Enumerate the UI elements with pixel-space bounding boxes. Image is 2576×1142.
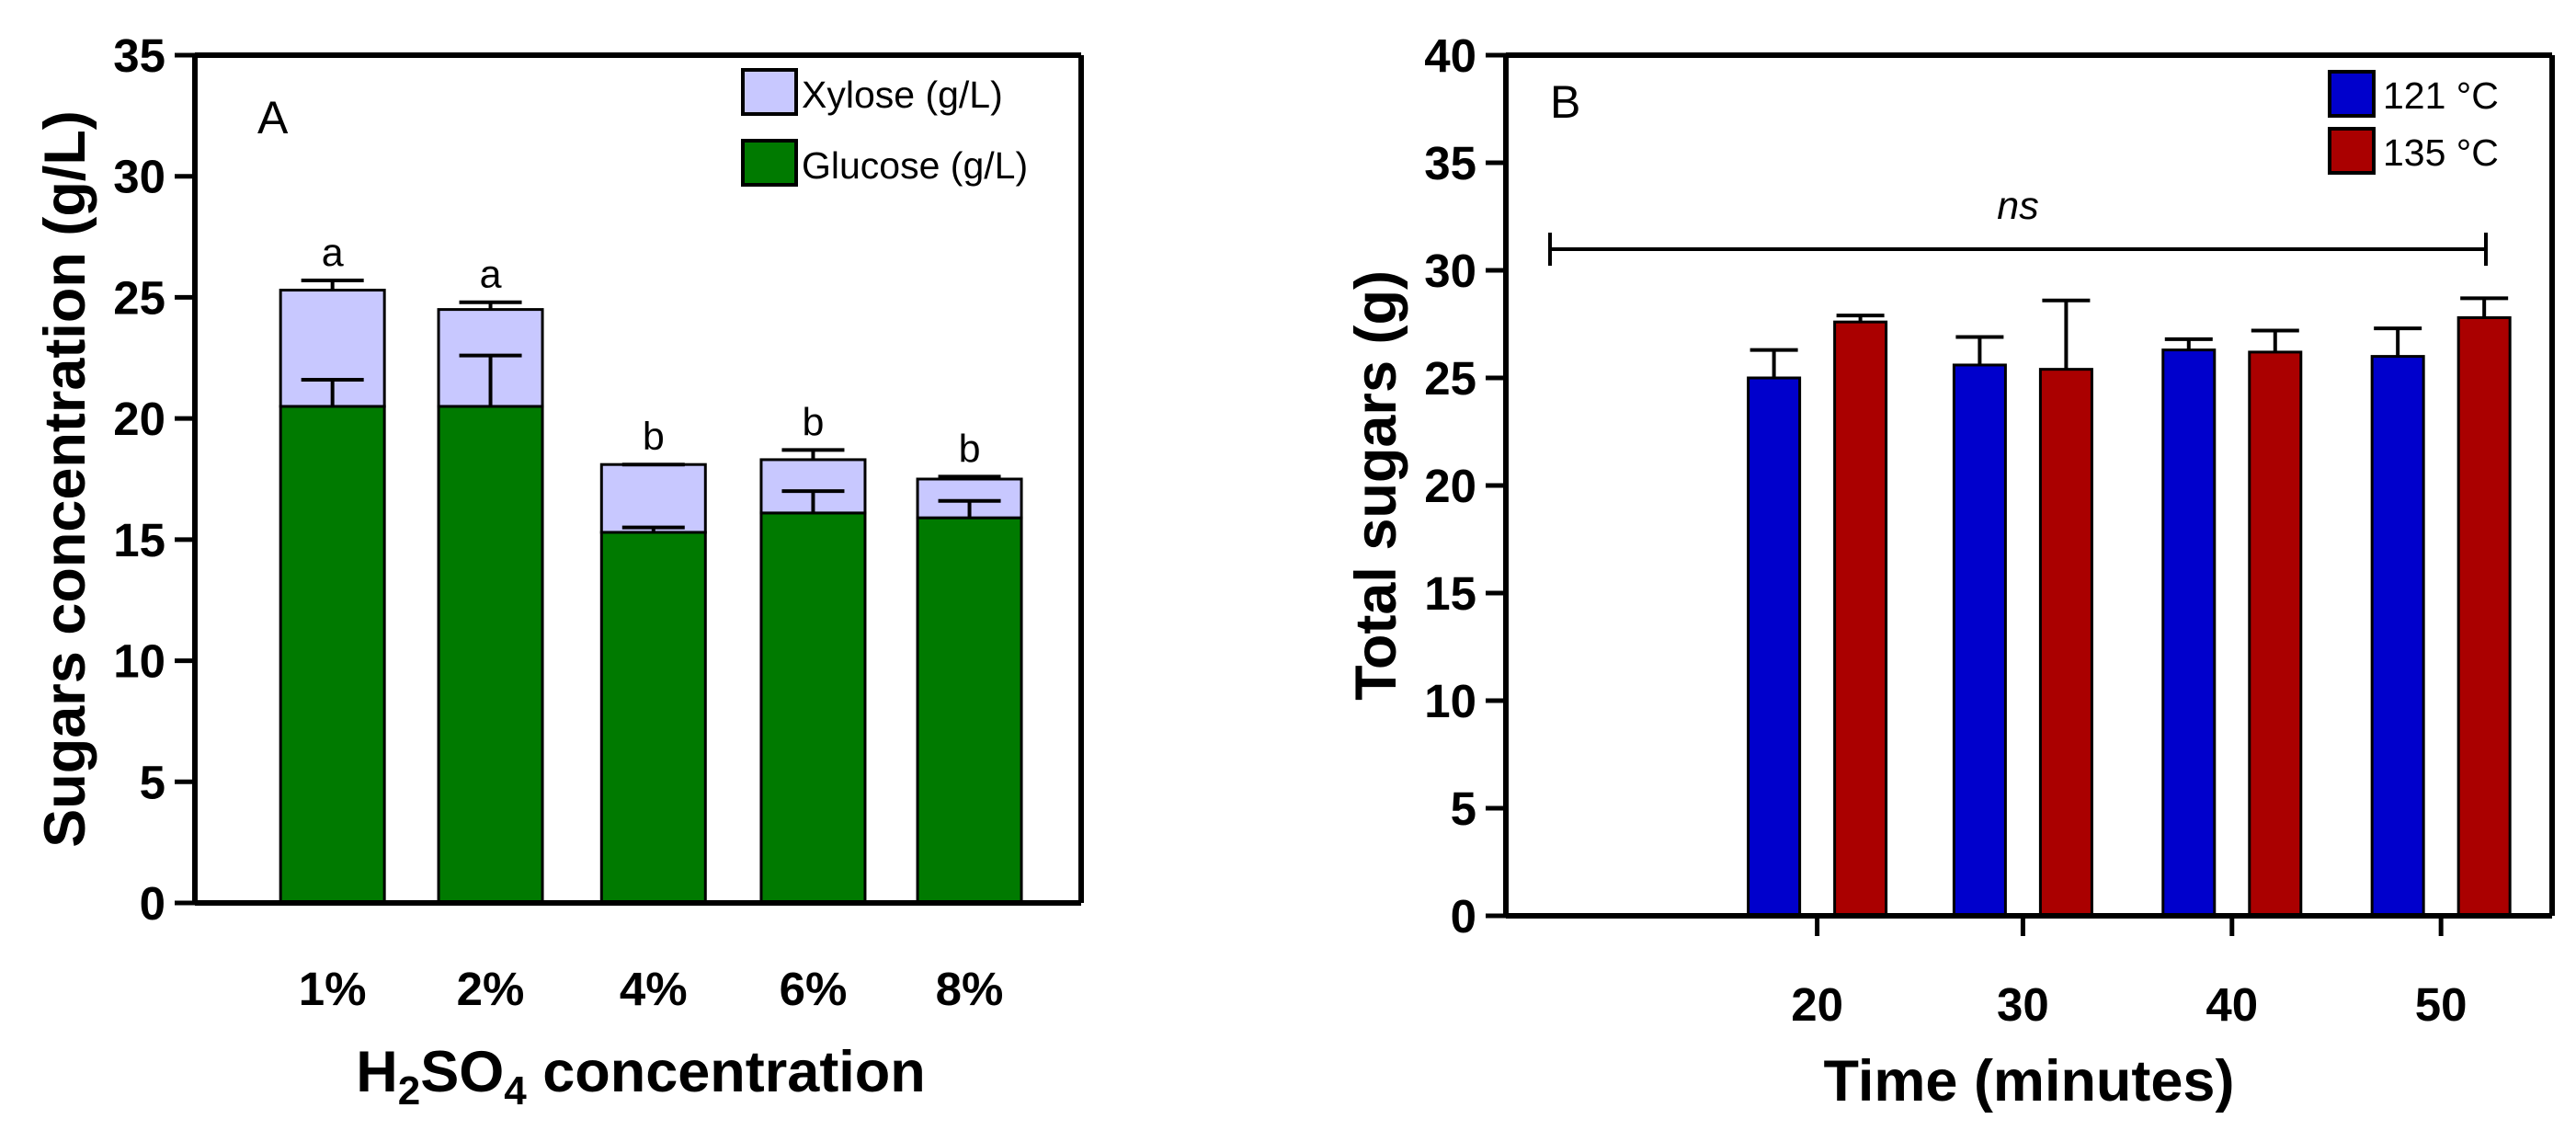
error-135c-30 xyxy=(2042,298,2091,370)
y-tick-label-0: 0 xyxy=(140,877,165,930)
bar-glucose-6% xyxy=(759,511,867,905)
error-glucose-2% xyxy=(459,353,522,406)
bar-121c-40 xyxy=(2161,348,2217,918)
y-tick-label-40: 40 xyxy=(1424,29,1476,82)
error-total-6% xyxy=(781,448,845,460)
y-tick-label-0: 0 xyxy=(1451,890,1476,942)
y-tick-label-15: 15 xyxy=(1424,567,1476,620)
significance-letter-1%: a xyxy=(322,231,344,275)
legend-swatch-xylose xyxy=(741,68,798,116)
bar-121c-30 xyxy=(1952,363,2007,918)
panel-a-significance-letters: a a b b b xyxy=(322,231,981,471)
error-121c-30 xyxy=(1955,335,2004,365)
legend-swatch-121c xyxy=(2328,70,2376,118)
significance-letter-8%: b xyxy=(959,427,981,471)
x-tick-label-6%: 6% xyxy=(780,963,848,1015)
legend-label-xylose: Xylose (g/L) xyxy=(802,74,1003,116)
y-tick-label-15: 15 xyxy=(113,514,165,566)
panel-a-x-ticks: 1% 2% 4% 6% 8% xyxy=(299,963,1004,1015)
bar-135c-30 xyxy=(2038,368,2093,918)
legend-label-121c: 121 °C xyxy=(2383,74,2499,117)
y-tick-label-30: 30 xyxy=(1424,245,1476,297)
bar-glucose-8% xyxy=(916,516,1023,905)
ns-annotation: ns xyxy=(1997,184,2038,228)
y-tick-label-5: 5 xyxy=(1451,782,1476,835)
bar-121c-50 xyxy=(2370,355,2425,918)
legend-swatch-glucose xyxy=(741,139,798,187)
significance-letter-2%: a xyxy=(480,253,502,297)
panel-a-axes xyxy=(192,52,1084,906)
y-tick-label-25: 25 xyxy=(113,271,165,324)
panel-a-y-ticks: 0 5 10 15 20 25 30 35 xyxy=(113,29,195,930)
legend-label-glucose: Glucose (g/L) xyxy=(802,144,1028,187)
y-tick-label-10: 10 xyxy=(1424,675,1476,727)
bar-xylose-4% xyxy=(599,463,707,534)
error-121c-50 xyxy=(2374,326,2422,357)
bar-glucose-4% xyxy=(599,531,707,905)
panel-b-letter: B xyxy=(1550,76,1580,128)
significance-letter-4%: b xyxy=(643,415,665,459)
panel-a-x-axis-label: H2SO4 concentration xyxy=(356,1040,926,1113)
bar-glucose-2% xyxy=(437,405,544,905)
panel-b-error-bars xyxy=(1750,296,2509,378)
error-total-1% xyxy=(301,278,364,291)
panel-b-bars xyxy=(1747,315,2512,918)
bar-glucose-1% xyxy=(279,405,386,905)
error-135c-20 xyxy=(1836,314,1885,323)
bar-135c-50 xyxy=(2456,315,2512,918)
error-total-2% xyxy=(459,300,522,310)
panel-a-y-axis-label: Sugars concentration (g/L) xyxy=(33,110,97,848)
significance-letter-6%: b xyxy=(802,400,824,444)
panel-b-y-axis-label: Total sugars (g) xyxy=(1344,270,1408,701)
bar-135c-40 xyxy=(2248,350,2303,918)
x-tick-label-30: 30 xyxy=(1997,978,2049,1031)
y-tick-label-30: 30 xyxy=(113,151,165,203)
panel-b-legend: 121 °C 135 °C xyxy=(2328,70,2499,175)
error-121c-40 xyxy=(2164,337,2213,350)
x-tick-label-8%: 8% xyxy=(936,963,1004,1015)
bar-135c-20 xyxy=(1833,320,1888,918)
y-tick-label-25: 25 xyxy=(1424,352,1476,405)
error-glucose-6% xyxy=(781,489,845,513)
y-tick-label-20: 20 xyxy=(1424,460,1476,512)
y-tick-label-20: 20 xyxy=(113,393,165,445)
panel-b-x-axis-label: Time (minutes) xyxy=(1824,1049,2235,1113)
legend-label-135c: 135 °C xyxy=(2383,131,2499,174)
error-glucose-4% xyxy=(621,525,685,532)
error-total-8% xyxy=(938,474,1001,479)
panel-b-ns-bracket: ns xyxy=(1548,184,2488,266)
panel-a-bars xyxy=(279,289,1023,905)
panel-b-y-ticks: 0 5 10 15 20 25 30 35 40 xyxy=(1424,29,1506,942)
panel-a-chart: 0 5 10 15 20 25 30 35 1% 2% 4% 6% 8% a a b b b A Xylose… xyxy=(33,29,1084,1113)
panel-a-letter: A xyxy=(257,92,289,143)
x-tick-label-4%: 4% xyxy=(620,963,688,1015)
legend-swatch-135c xyxy=(2328,127,2376,175)
y-tick-label-35: 35 xyxy=(113,29,165,82)
y-tick-label-35: 35 xyxy=(1424,137,1476,189)
x-tick-label-1%: 1% xyxy=(299,963,367,1015)
x-tick-label-20: 20 xyxy=(1791,978,1843,1031)
error-135c-40 xyxy=(2251,328,2299,352)
panel-a-legend: Xylose (g/L) Glucose (g/L) xyxy=(741,68,1028,187)
x-tick-label-40: 40 xyxy=(2206,978,2258,1031)
x-tick-label-50: 50 xyxy=(2415,978,2468,1031)
error-glucose-1% xyxy=(301,377,364,406)
error-121c-20 xyxy=(1750,348,1798,378)
bar-121c-20 xyxy=(1747,376,1802,918)
y-tick-label-5: 5 xyxy=(140,756,165,808)
error-glucose-8% xyxy=(938,498,1001,519)
panel-b-x-ticks: 2030405060 xyxy=(1791,916,2468,1031)
x-tick-label-2%: 2% xyxy=(457,963,525,1015)
y-tick-label-10: 10 xyxy=(113,635,165,688)
panel-a-error-bars xyxy=(301,278,1001,532)
error-135c-50 xyxy=(2460,296,2509,318)
